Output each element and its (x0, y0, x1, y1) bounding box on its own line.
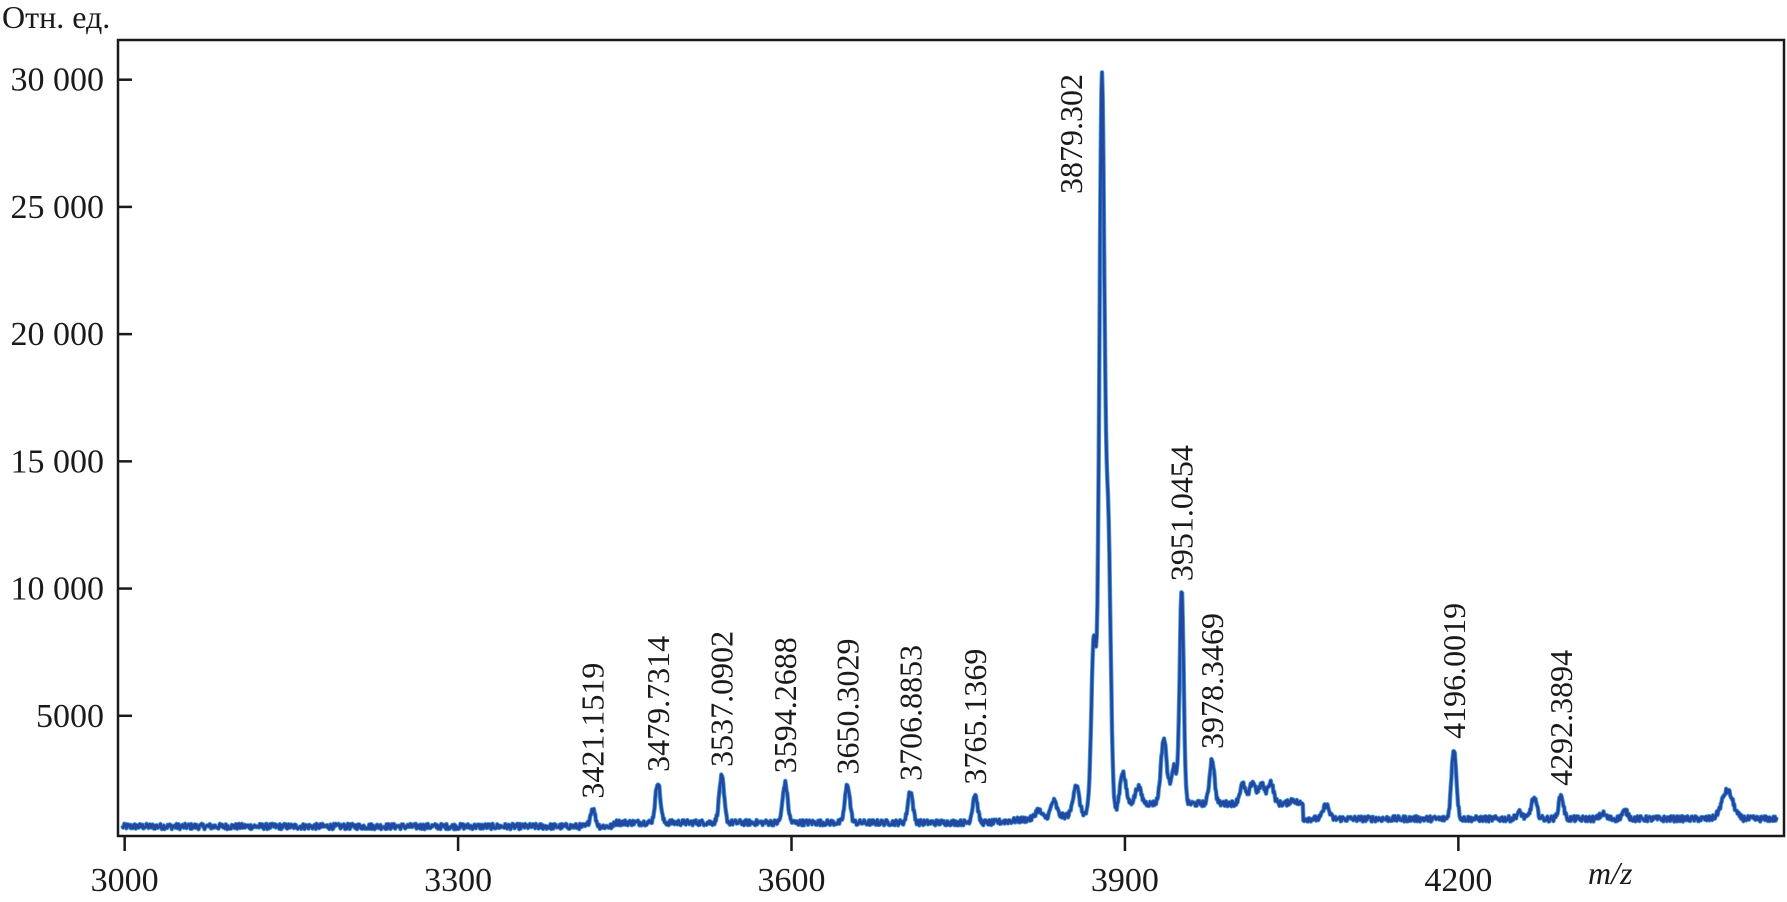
y-axis-title: Отн. ед. (2, 0, 110, 35)
x-tick-label: 4200 (1424, 862, 1492, 899)
spectrum-line-halo (120, 70, 1779, 832)
peak-label: 4292.3894 (1543, 650, 1579, 786)
y-tick-label: 20 000 (11, 316, 105, 353)
spectrum-line (121, 71, 1779, 831)
y-tick-label: 5000 (36, 698, 104, 735)
x-axis-title: m/z (1588, 855, 1633, 891)
x-tick-label: 3000 (91, 862, 159, 899)
y-tick-label: 25 000 (11, 189, 105, 226)
y-tick-label: 30 000 (11, 62, 105, 99)
x-tick-label: 3900 (1091, 862, 1159, 899)
peak-label: 3594.2688 (767, 637, 803, 773)
peak-label: 3765.1369 (957, 649, 993, 785)
x-tick-label: 3300 (424, 862, 492, 899)
peak-label: 3951.0454 (1164, 445, 1200, 581)
y-tick-label: 10 000 (11, 571, 105, 608)
plot-frame (116, 38, 1786, 838)
peak-label: 3479.7314 (640, 636, 676, 772)
peak-label: 3650.3029 (829, 638, 865, 774)
peak-label: 3421.1519 (575, 663, 611, 799)
peak-label: 3978.3469 (1194, 613, 1230, 749)
peak-label: 3537.0902 (704, 631, 740, 767)
peak-label: 4196.0019 (1436, 603, 1472, 739)
y-tick-label: 15 000 (11, 443, 105, 480)
peak-label: 3706.8853 (892, 645, 928, 781)
peak-label: 3879.302 (1053, 74, 1089, 194)
x-tick-label: 3600 (758, 862, 826, 899)
